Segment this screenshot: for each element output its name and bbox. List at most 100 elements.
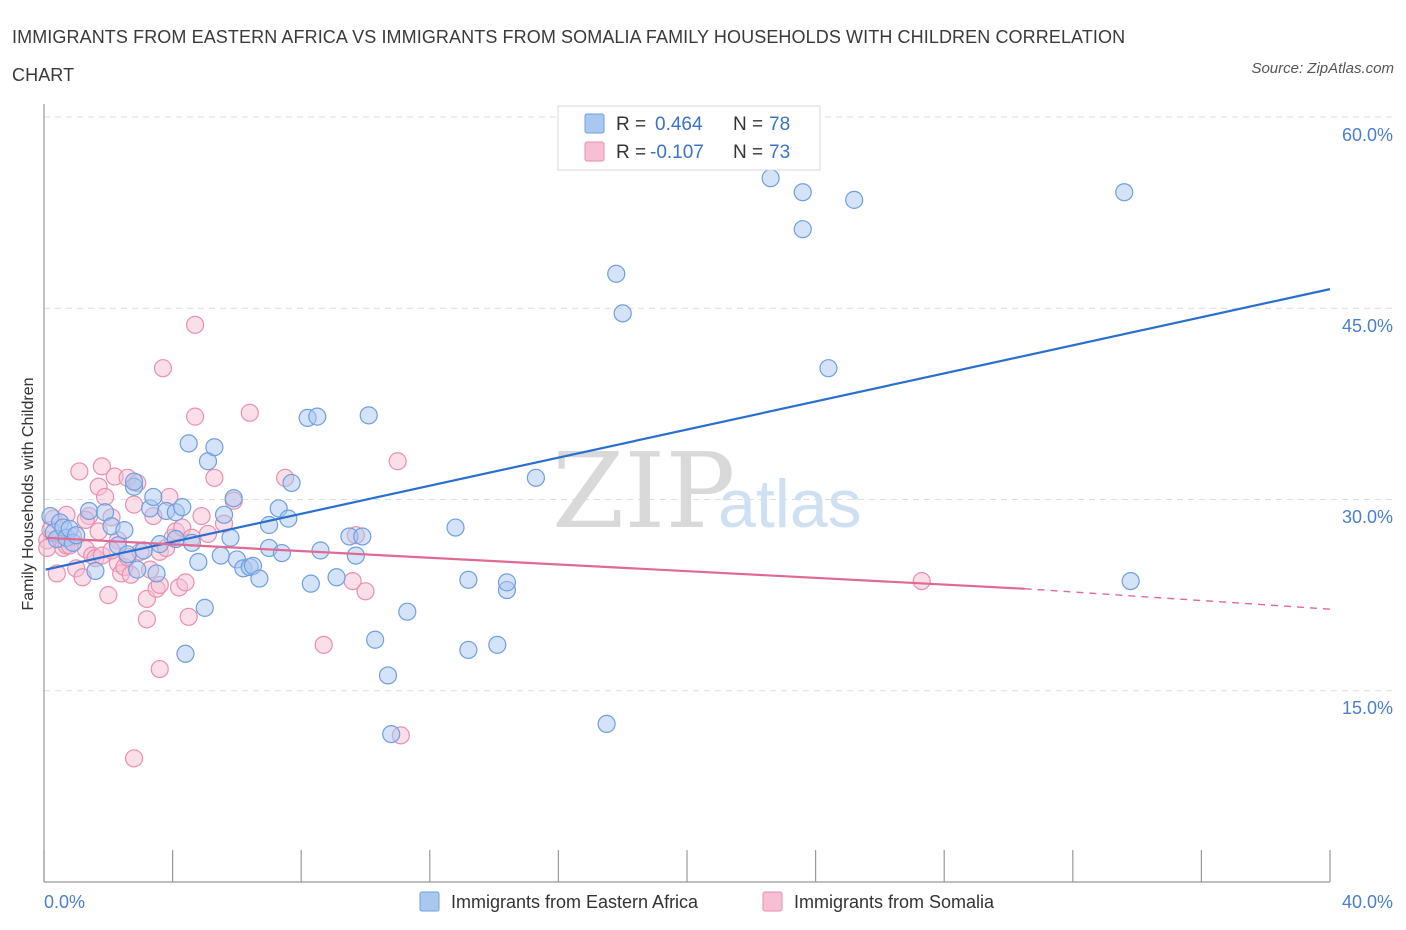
legend-n-value-pink: 73: [769, 142, 790, 163]
x-tick-label-min: 0.0%: [44, 892, 85, 912]
trend-lines: [45, 288, 1331, 610]
eastern-africa-point-62: [398, 602, 417, 621]
eastern-africa-point-66: [488, 635, 507, 654]
x-axis-ticks: [43, 850, 1331, 882]
eastern-africa-point-59: [366, 630, 385, 649]
legend-r-label-pink: R =: [616, 142, 646, 163]
eastern-africa-point-29: [179, 434, 198, 453]
eastern-africa-point-22: [147, 564, 166, 583]
y-axis-label: Family Households with Children: [20, 378, 37, 611]
eastern-africa-point-52: [308, 407, 327, 426]
eastern-africa-point-70: [597, 714, 616, 734]
eastern-africa-point-54: [327, 568, 346, 587]
legend-n-label-pink: N =: [733, 142, 763, 163]
somalia-point-20: [95, 487, 115, 507]
somalia-point-18: [92, 457, 111, 476]
eastern-africa-point-43: [250, 569, 269, 588]
eastern-africa-point-74: [793, 183, 812, 202]
eastern-africa-point-53: [311, 541, 330, 560]
gridlines: [44, 116, 1392, 692]
eastern-africa-point-56: [346, 546, 365, 565]
eastern-africa-trend-line: [45, 288, 1331, 571]
source-credit: Source: ZipAtlas.com: [1251, 60, 1394, 77]
eastern-africa-point-73: [761, 169, 780, 188]
eastern-africa-point-79: [1121, 571, 1140, 591]
y-tick-label-30: 30.0%: [1342, 507, 1393, 527]
eastern-africa-point-31: [189, 552, 208, 572]
x-tick-label-max: 40.0%: [1342, 892, 1393, 912]
legend-r-label-blue: R =: [616, 114, 646, 135]
eastern-africa-point-9: [79, 501, 99, 521]
legend-swatch-pink: [584, 141, 605, 162]
eastern-africa-point-36: [214, 505, 234, 524]
watermark-zip: ZIP: [552, 430, 735, 552]
eastern-africa-point-47: [272, 543, 292, 563]
eastern-africa-point-32: [195, 598, 214, 617]
somalia-point-21: [99, 586, 118, 605]
series-legend: Immigrants from Eastern Africa Immigrant…: [419, 891, 995, 912]
eastern-africa-point-63: [446, 518, 465, 537]
y-tick-label-60: 60.0%: [1342, 125, 1393, 145]
eastern-africa-point-49: [282, 473, 301, 493]
somalia-point-71: [912, 571, 931, 591]
y-tick-label-45: 45.0%: [1342, 316, 1393, 336]
eastern-africa-point-37: [221, 528, 240, 547]
somalia-point-65: [150, 659, 169, 679]
eastern-africa-point-57: [353, 527, 372, 546]
legend-n-value-blue: 78: [769, 114, 790, 135]
eastern-africa-point-38: [224, 489, 243, 508]
somalia-point-57: [240, 403, 259, 422]
eastern-africa-point-71: [607, 264, 626, 283]
somalia-point-31: [124, 495, 144, 514]
eastern-africa-point-34: [205, 438, 224, 457]
eastern-africa-point-72: [613, 304, 632, 323]
eastern-africa-point-61: [382, 724, 401, 744]
somalia-point-54: [205, 468, 224, 487]
somalia-point-63: [388, 452, 407, 471]
somalia-point-50: [186, 407, 205, 426]
series-legend-swatch-pink: [762, 891, 783, 912]
eastern-africa-point-77: [845, 190, 864, 209]
eastern-africa-point-17: [124, 472, 144, 491]
somalia-point-49: [179, 607, 198, 626]
eastern-africa-point-58: [359, 406, 378, 425]
y-tick-label-15: 15.0%: [1342, 698, 1393, 718]
eastern-africa-point-14: [115, 520, 134, 540]
somalia-point-11: [70, 462, 89, 481]
somalia-point-66: [124, 749, 144, 768]
eastern-africa-point-65: [459, 570, 478, 589]
somalia-point-41: [153, 359, 173, 378]
eastern-africa-point-78: [1115, 183, 1134, 202]
legend-r-value-blue: 0.464: [655, 114, 703, 135]
series-legend-label-blue: Immigrants from Eastern Africa: [451, 892, 699, 912]
somalia-point-35: [137, 610, 156, 629]
eastern-africa-point-8: [67, 526, 86, 545]
eastern-africa-point-76: [819, 359, 838, 378]
somalia-point-52: [192, 506, 211, 526]
eastern-africa-point-35: [211, 546, 230, 565]
eastern-africa-point-75: [793, 220, 812, 239]
somalia-point-48: [176, 573, 195, 592]
legend-r-value-pink: -0.107: [650, 142, 704, 163]
somalia-point-51: [186, 315, 205, 334]
legend-swatch-blue: [584, 113, 605, 134]
chart-title: IMMIGRANTS FROM EASTERN AFRICA VS IMMIGR…: [12, 27, 1126, 85]
eastern-africa-point-15: [118, 545, 137, 564]
stats-legend: R = 0.464 N = 78 R = -0.107 N = 73: [557, 105, 821, 171]
eastern-africa-point-69: [526, 468, 545, 487]
series-legend-label-pink: Immigrants from Somalia: [794, 892, 995, 912]
legend-n-label-blue: N =: [733, 114, 763, 135]
somalia-trend-extension: [1024, 588, 1331, 610]
somalia-point-59: [314, 635, 333, 654]
series-legend-swatch-blue: [419, 891, 440, 912]
watermark-atlas: atlas: [718, 466, 862, 542]
eastern-africa-point-60: [378, 666, 398, 685]
eastern-africa-point-18: [128, 560, 147, 579]
somalia-point-62: [356, 582, 375, 601]
eastern-africa-points: [41, 169, 1140, 744]
eastern-africa-point-21: [144, 487, 163, 507]
eastern-africa-point-27: [173, 498, 192, 517]
eastern-africa-point-10: [86, 561, 105, 581]
somalia-trend-line: [45, 536, 1025, 590]
